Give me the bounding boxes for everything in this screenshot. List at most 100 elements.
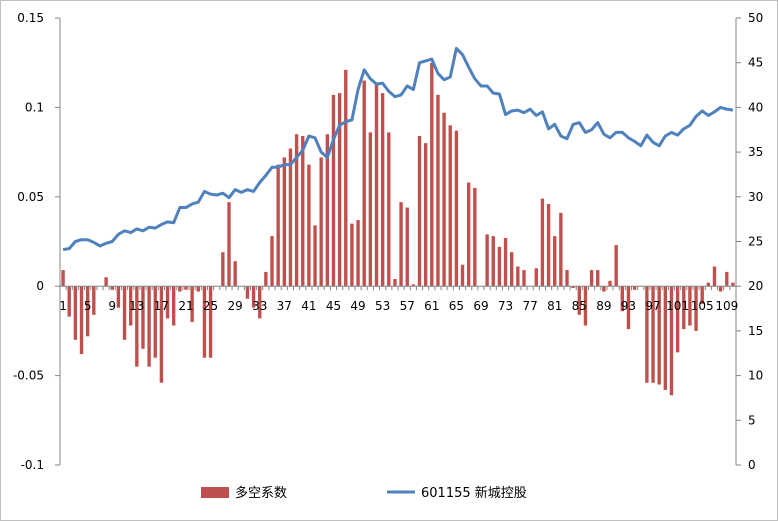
bar	[362, 80, 366, 287]
bar	[553, 236, 557, 287]
bar-series	[61, 62, 735, 396]
bar	[608, 280, 612, 287]
bar	[294, 134, 299, 287]
bar	[356, 220, 360, 287]
left-tick-label: 0.15	[17, 11, 44, 25]
bar	[245, 286, 250, 299]
bar	[510, 252, 514, 287]
bar	[67, 286, 71, 317]
bar	[276, 164, 280, 287]
bar	[178, 286, 182, 292]
right-tick-label: 30	[748, 190, 763, 204]
bar	[208, 286, 213, 358]
bar	[270, 236, 274, 287]
right-tick-label: 5	[748, 413, 756, 427]
bar	[559, 212, 563, 287]
bar	[79, 286, 84, 355]
bar	[460, 264, 465, 287]
bar	[417, 136, 422, 287]
legend-bar-swatch	[201, 487, 229, 498]
bar	[325, 134, 330, 287]
bar	[128, 286, 133, 326]
bar	[497, 246, 502, 287]
bar	[491, 236, 495, 287]
bar	[374, 82, 379, 287]
bar	[116, 286, 121, 308]
line-series	[62, 46, 734, 252]
bar	[405, 207, 409, 287]
bar	[313, 225, 317, 287]
bar	[485, 234, 489, 287]
x-tick-label: 29	[228, 299, 243, 313]
left-tick-label: 0.1	[25, 100, 44, 114]
right-tick-label: 0	[748, 458, 756, 472]
legend-bar-label: 多空系数	[235, 485, 287, 501]
bar	[301, 136, 305, 287]
bar	[135, 286, 139, 367]
bar	[430, 62, 434, 287]
bar	[675, 286, 680, 353]
x-tick-label: 101	[666, 299, 689, 313]
x-tick-label: 1	[59, 299, 67, 313]
x-tick-label: 93	[621, 299, 636, 313]
x-tick-label: 61	[424, 299, 439, 313]
x-tick-label: 41	[301, 299, 316, 313]
bar	[657, 286, 661, 385]
bar	[583, 286, 588, 326]
x-tick-label: 69	[473, 299, 488, 313]
x-tick-label: 109	[715, 299, 738, 313]
bar	[147, 286, 151, 367]
bar	[651, 286, 655, 383]
bar	[725, 271, 729, 287]
bar	[614, 245, 618, 287]
bar	[104, 277, 108, 287]
bar	[73, 286, 78, 340]
x-tick-label: 37	[277, 299, 292, 313]
x-tick-label: 13	[129, 299, 144, 313]
bar	[589, 270, 594, 287]
x-tick-label: 73	[498, 299, 513, 313]
x-axis: 1 5 9 13 17 21 25 29 33 37 41 45 49 53 57 61 65 69 73 77 81 8…	[59, 285, 738, 313]
bar	[380, 93, 385, 287]
x-tick-label: 89	[596, 299, 611, 313]
bar	[196, 286, 200, 292]
bar	[540, 198, 545, 287]
x-tick-label: 45	[326, 299, 341, 313]
bar	[577, 286, 581, 315]
bar	[190, 286, 194, 322]
x-tick-label: 57	[400, 299, 415, 313]
legend-line-label: 601155 新城控股	[421, 485, 527, 501]
bar	[546, 203, 551, 287]
bar	[602, 286, 606, 292]
bar	[393, 279, 397, 287]
bar	[688, 286, 692, 326]
x-tick-label: 105	[691, 299, 714, 313]
x-tick-label: 17	[154, 299, 169, 313]
bar	[448, 125, 452, 287]
bar	[516, 266, 520, 287]
right-tick-label: 20	[748, 279, 763, 293]
x-tick-label: 81	[547, 299, 562, 313]
bar	[632, 286, 637, 290]
bar	[307, 164, 311, 287]
bar	[92, 286, 96, 315]
x-tick-label: 25	[203, 299, 218, 313]
bar	[645, 286, 649, 383]
bar	[319, 157, 323, 287]
bar	[337, 93, 342, 287]
bar	[153, 286, 157, 358]
bar	[264, 271, 268, 287]
right-tick-label: 10	[748, 369, 763, 383]
bar	[122, 286, 127, 340]
bar	[399, 202, 403, 287]
right-tick-label: 45	[748, 56, 763, 70]
bar	[85, 286, 90, 337]
bar	[620, 286, 624, 312]
bar	[534, 268, 538, 287]
bar	[233, 261, 237, 287]
bar	[682, 286, 686, 330]
legend: 多空系数 601155 新城控股	[201, 485, 527, 501]
left-y-axis: -0.1 -0.05 0 0.05 0.1 0.15	[13, 11, 61, 472]
bar	[503, 237, 508, 287]
